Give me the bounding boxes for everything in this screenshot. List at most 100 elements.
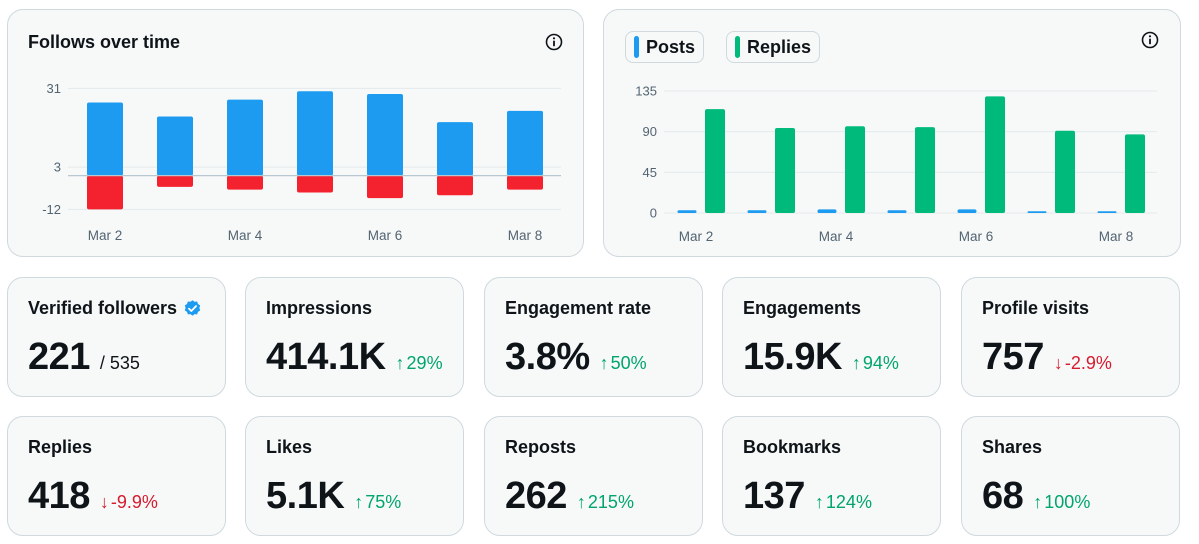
metric-change-value: 29%: [406, 353, 443, 373]
bar-posts: [1027, 211, 1047, 213]
metric-label-text: Reposts: [505, 437, 577, 457]
x-tick-label: Mar 2: [88, 228, 123, 243]
metric-change: ↓ -2.9%: [1054, 353, 1112, 374]
x-tick-label: Mar 4: [819, 229, 854, 244]
legend-swatch-replies: [735, 36, 741, 58]
metric-card-engagements[interactable]: Engagements 15.9K ↑ 94%: [722, 277, 941, 397]
metric-value-row: 15.9K ↑ 94%: [743, 336, 899, 379]
metric-value-row: 414.1K ↑ 29%: [266, 336, 443, 379]
metric-label: Verified followers: [28, 298, 202, 319]
metric-card-shares[interactable]: Shares 68 ↑ 100%: [961, 416, 1180, 536]
info-icon[interactable]: [544, 32, 564, 52]
bar-negative: [367, 175, 403, 199]
metric-card-profile-visits[interactable]: Profile visits 757 ↓ -2.9%: [961, 277, 1180, 397]
arrow-up-icon: ↑: [354, 492, 364, 512]
metric-value: 262: [505, 475, 567, 517]
x-tick-label: Mar 8: [1099, 229, 1134, 244]
metric-label: Reposts: [505, 437, 576, 458]
metric-label: Engagements: [743, 298, 861, 319]
metric-label-text: Impressions: [266, 298, 373, 318]
legend-item-replies[interactable]: Replies: [726, 31, 821, 63]
metric-value: 137: [743, 475, 805, 517]
arrow-up-icon: ↑: [395, 353, 405, 373]
metric-value-row: 418 ↓ -9.9%: [28, 475, 158, 518]
metric-label-text: Verified followers: [28, 298, 178, 318]
metric-label: Engagement rate: [505, 298, 651, 319]
metric-label: Impressions: [266, 298, 372, 319]
bar-positive: [367, 94, 403, 176]
metric-change-value: -9.9%: [110, 492, 158, 512]
metric-label: Replies: [28, 437, 92, 458]
metric-label: Likes: [266, 437, 312, 458]
metric-card-reposts[interactable]: Reposts 262 ↑ 215%: [484, 416, 703, 536]
metric-label-text: Bookmarks: [743, 437, 842, 457]
metric-card-likes[interactable]: Likes 5.1K ↑ 75%: [245, 416, 464, 536]
legend-swatch-posts: [634, 36, 639, 58]
metric-card-impressions[interactable]: Impressions 414.1K ↑ 29%: [245, 277, 464, 397]
metric-card-bookmarks[interactable]: Bookmarks 137 ↑ 124%: [722, 416, 941, 536]
bar-positive: [227, 99, 263, 176]
metric-card-verified-followers[interactable]: Verified followers 221 / 535: [7, 277, 226, 397]
metric-label-text: Shares: [982, 437, 1043, 457]
metric-change: ↑ 29%: [396, 353, 443, 374]
verified-badge-icon: [183, 299, 202, 318]
bar-posts: [677, 210, 697, 213]
metric-total: / 535: [99, 353, 140, 373]
bar-posts: [957, 209, 977, 213]
metric-label: Profile visits: [982, 298, 1089, 319]
follows-chart-card: Follows over time 31 3 -12 Mar 2 Mar 4 Mar 6 M…: [7, 9, 584, 257]
metric-card-engagement-rate[interactable]: Engagement rate 3.8% ↑ 50%: [484, 277, 703, 397]
metric-label-text: Engagements: [743, 298, 862, 318]
bar-negative: [227, 175, 263, 190]
y-tick-label: -12: [42, 202, 61, 217]
metric-label-text: Engagement rate: [505, 298, 652, 318]
info-icon[interactable]: [1140, 30, 1160, 50]
x-tick-label: Mar 4: [228, 228, 263, 243]
metric-value-row: 68 ↑ 100%: [982, 475, 1090, 518]
metric-value: 3.8%: [505, 336, 590, 378]
legend-item-posts[interactable]: Posts: [625, 31, 705, 63]
metric-value: 414.1K: [266, 336, 386, 378]
metric-change: ↑ 75%: [354, 492, 401, 513]
metric-label-text: Profile visits: [982, 298, 1090, 318]
metric-card-replies[interactable]: Replies 418 ↓ -9.9%: [7, 416, 226, 536]
bar-positive: [157, 116, 193, 176]
metric-change: ↑ 100%: [1033, 492, 1090, 513]
bar-replies: [705, 109, 725, 213]
metric-value-row: 757 ↓ -2.9%: [982, 336, 1112, 379]
legend-label-replies: Replies: [747, 36, 812, 57]
bar-positive: [297, 91, 333, 176]
metric-change: ↑ 215%: [577, 492, 634, 513]
bar-replies: [845, 126, 865, 213]
metric-change-value: 215%: [587, 492, 634, 512]
x-tick-label: Mar 6: [368, 228, 403, 243]
metric-value: 221: [28, 336, 90, 378]
bar-posts: [887, 210, 907, 213]
chart-title: Follows over time: [28, 32, 181, 52]
metric-change-value: 124%: [825, 492, 872, 512]
y-tick-label: 135: [635, 84, 657, 99]
posts-replies-chart: 135 90 45 0 Mar 2 Mar 4 Mar 6 Mar 8: [635, 84, 1157, 244]
bar-replies: [985, 96, 1005, 213]
posts-replies-chart-card: Posts Replies 135 90 45 0 Mar 2 Mar 4 Mar 6 Mar…: [603, 9, 1181, 257]
metric-change-value: 100%: [1044, 492, 1091, 512]
arrow-down-icon: ↓: [99, 492, 109, 512]
metric-value-row: 137 ↑ 124%: [743, 475, 872, 518]
follows-chart: 31 3 -12 Mar 2 Mar 4 Mar 6 Mar 8: [42, 81, 561, 243]
metric-value: 15.9K: [743, 336, 842, 378]
bar-replies: [1055, 130, 1075, 213]
arrow-up-icon: ↑: [1033, 492, 1043, 512]
bar-positive: [87, 102, 123, 176]
metric-value: 757: [982, 336, 1044, 378]
bar-posts: [1097, 211, 1117, 213]
y-tick-label: 3: [54, 160, 61, 175]
metric-change-value: 50%: [610, 353, 647, 373]
bar-positive: [437, 122, 473, 176]
bar-posts: [817, 209, 837, 213]
x-tick-label: Mar 6: [959, 229, 994, 244]
metric-value: 5.1K: [266, 475, 345, 517]
y-tick-label: 31: [47, 81, 61, 96]
metric-change: ↑ 124%: [815, 492, 872, 513]
metric-label: Shares: [982, 437, 1042, 458]
bar-negative: [157, 175, 193, 187]
